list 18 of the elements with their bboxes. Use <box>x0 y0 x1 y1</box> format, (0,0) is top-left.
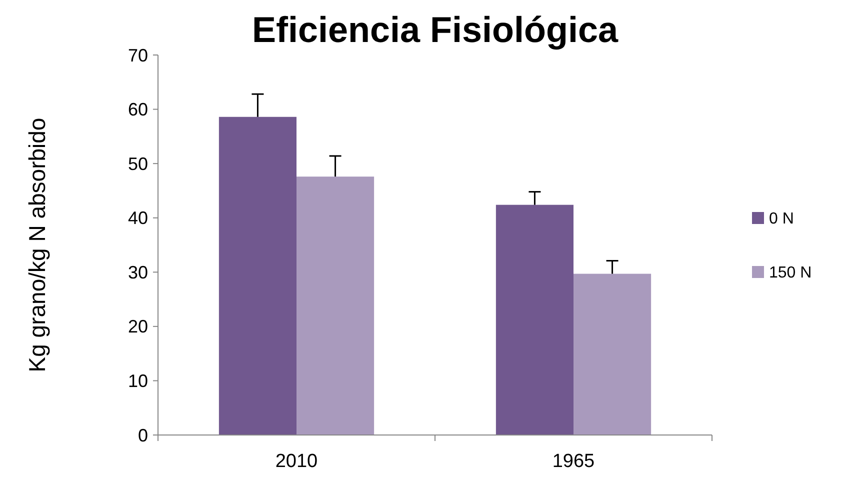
chart-title: Eficiencia Fisiológica <box>252 9 620 50</box>
y-tick-label: 50 <box>128 154 148 174</box>
y-tick-label: 40 <box>128 208 148 228</box>
x-tick-label: 1965 <box>552 451 595 472</box>
x-tick-label: 2010 <box>275 451 318 472</box>
y-tick-label: 60 <box>128 100 148 120</box>
legend-label: 0 N <box>769 210 794 228</box>
y-tick-label: 0 <box>138 425 148 446</box>
bar <box>574 274 652 435</box>
legend-label: 150 N <box>769 264 812 282</box>
bar <box>296 176 374 435</box>
y-tick-label: 10 <box>128 371 148 392</box>
y-tick-label: 70 <box>128 45 148 66</box>
y-tick-label: 30 <box>128 262 148 282</box>
y-tick-label: 20 <box>128 316 148 337</box>
bar <box>218 116 296 435</box>
bar <box>496 204 574 435</box>
y-axis-title: Kg grano/kg N absorbido <box>24 118 50 372</box>
